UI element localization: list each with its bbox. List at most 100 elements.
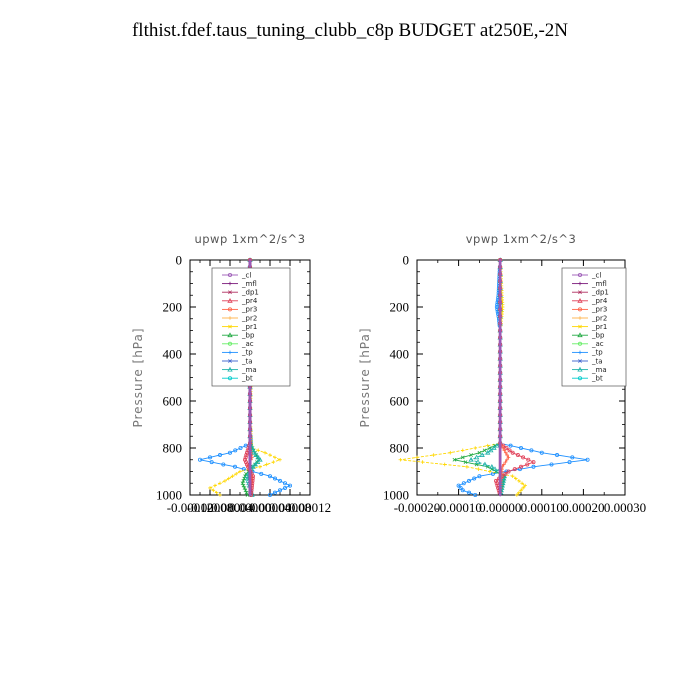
data-point — [499, 411, 502, 414]
data-point — [499, 369, 502, 373]
legend-label: _bp — [241, 332, 255, 340]
data-point — [248, 476, 252, 480]
data-point — [499, 373, 502, 376]
data-point — [217, 453, 222, 458]
data-point — [505, 457, 509, 462]
data-point — [499, 493, 502, 497]
data-point — [499, 414, 502, 418]
data-point — [499, 437, 502, 440]
data-point — [492, 466, 498, 472]
y-tick-label: 0 — [403, 253, 410, 268]
y-tick-label: 200 — [163, 300, 183, 315]
data-point — [209, 460, 214, 465]
data-point — [488, 469, 492, 474]
data-point — [477, 450, 482, 455]
data-point — [494, 442, 500, 448]
data-point — [499, 390, 502, 393]
data-point — [248, 418, 252, 421]
data-point — [499, 300, 502, 303]
data-point — [499, 486, 502, 489]
data-point — [499, 318, 502, 322]
data-point — [287, 483, 292, 488]
data-point — [499, 420, 502, 423]
data-point — [499, 275, 502, 279]
data-point — [499, 343, 502, 346]
data-point — [510, 450, 515, 455]
data-point — [499, 326, 502, 329]
data-point — [248, 469, 252, 472]
data-point — [248, 396, 252, 399]
data-point — [499, 277, 502, 280]
data-point — [208, 486, 212, 490]
data-point — [232, 464, 237, 469]
data-point — [499, 426, 502, 429]
data-point — [499, 305, 502, 309]
data-point — [264, 462, 269, 467]
data-point — [517, 479, 521, 483]
data-point — [499, 379, 502, 382]
data-point — [499, 467, 502, 470]
data-point — [460, 448, 465, 453]
data-point — [240, 481, 245, 486]
data-point — [499, 294, 502, 297]
data-point — [499, 397, 502, 401]
data-point — [251, 449, 257, 455]
data-point — [499, 288, 502, 292]
data-point — [248, 386, 252, 390]
legend-label: _bp — [591, 332, 605, 340]
data-point — [248, 452, 252, 455]
data-point — [485, 449, 491, 455]
data-point — [223, 479, 227, 483]
data-point — [499, 302, 502, 305]
data-point — [482, 448, 487, 453]
data-point — [499, 463, 502, 467]
data-point — [248, 405, 252, 408]
data-point — [495, 302, 500, 307]
data-point — [499, 461, 502, 465]
data-point — [504, 445, 509, 450]
data-point — [257, 456, 263, 462]
legend-marker — [228, 316, 232, 320]
data-point — [499, 273, 502, 277]
data-point — [519, 464, 524, 469]
data-point — [460, 488, 465, 493]
data-point — [514, 476, 518, 481]
data-point — [499, 446, 502, 450]
data-point — [499, 441, 502, 444]
data-point — [248, 465, 252, 468]
data-point — [499, 349, 502, 352]
legend-marker — [227, 332, 233, 338]
data-point — [248, 444, 252, 448]
data-point — [499, 424, 502, 427]
data-point — [277, 478, 282, 483]
data-point — [248, 493, 252, 497]
legend-marker — [228, 281, 232, 286]
data-point — [499, 443, 502, 446]
panel-title-1: upwp 1xm^2/s^3 — [194, 232, 305, 246]
data-point — [499, 309, 502, 312]
data-point — [241, 479, 246, 483]
data-point — [499, 334, 502, 337]
legend-marker — [578, 281, 582, 286]
data-point — [494, 481, 499, 486]
y-tick-label: 1000 — [383, 488, 409, 503]
data-point — [248, 490, 252, 493]
x-tick-label: 0.00012 — [289, 500, 331, 515]
data-point — [499, 360, 502, 363]
x-tick-label: 0.00008 — [269, 500, 311, 515]
legend-label: _pr3 — [591, 306, 607, 314]
data-point — [248, 414, 252, 418]
data-point — [523, 483, 527, 488]
data-point — [248, 433, 252, 437]
data-point — [488, 447, 494, 453]
data-point — [521, 455, 526, 460]
legend-marker — [228, 350, 232, 355]
data-point — [398, 457, 403, 462]
data-point — [458, 485, 463, 490]
legend-label: _ma — [241, 366, 257, 374]
data-point — [499, 264, 502, 267]
y-tick-label: 400 — [390, 347, 410, 362]
data-point — [248, 412, 252, 416]
data-point — [549, 462, 554, 467]
